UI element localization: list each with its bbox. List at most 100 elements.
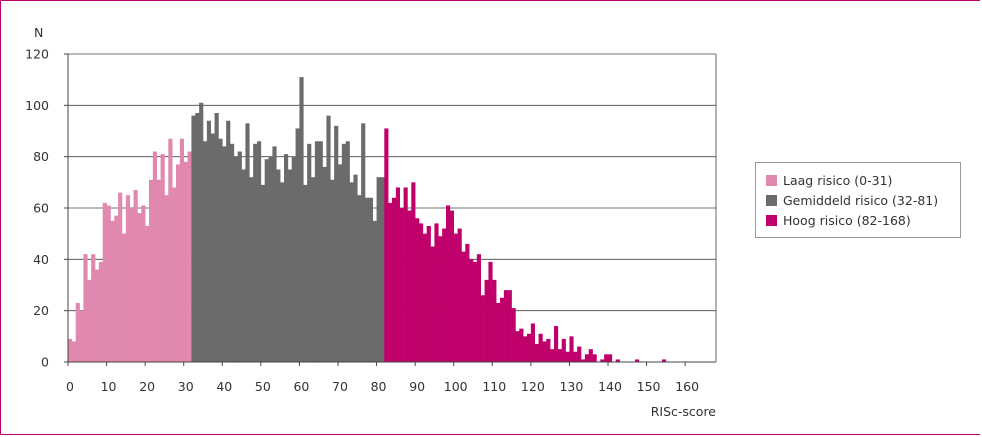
x-tick-label: 140	[598, 379, 622, 394]
bar-76	[361, 123, 366, 362]
bar-70	[338, 164, 343, 362]
bar-126	[554, 326, 559, 362]
bar-109	[488, 261, 493, 362]
y-tick-labels: 0 20 40 60 80 100 120	[25, 47, 49, 370]
bar-37	[210, 133, 215, 362]
bar-34	[199, 102, 204, 363]
bar-71	[341, 143, 347, 362]
bar-64	[314, 141, 320, 362]
bar-136	[592, 354, 597, 362]
axes	[64, 53, 717, 366]
x-tick-label: 20	[139, 379, 155, 394]
legend-label-laag: Laag risico (0-31)	[783, 172, 893, 188]
bar-39	[218, 138, 223, 362]
bar-112	[500, 297, 505, 362]
bar-89	[411, 182, 416, 362]
x-tick-label: 80	[371, 379, 387, 394]
bar-91	[419, 223, 424, 362]
bar-2	[75, 302, 80, 362]
y-tick-label: 100	[25, 98, 49, 113]
bar-57	[287, 169, 293, 362]
bar-43	[233, 156, 239, 362]
bar-15	[125, 195, 131, 362]
y-tick-label: 80	[33, 149, 49, 164]
bar-133	[581, 359, 586, 362]
legend-label-gemiddeld: Gemiddeld risico (32-81)	[783, 192, 939, 208]
bar-48	[253, 143, 258, 362]
bar-113	[503, 290, 509, 362]
bar-110	[492, 279, 497, 362]
bar-116	[515, 331, 520, 362]
bar-92	[422, 233, 428, 362]
bar-85	[395, 187, 401, 362]
y-tick-label: 40	[33, 252, 49, 267]
bar-46	[245, 123, 250, 362]
bar-58	[291, 156, 296, 362]
bar-53	[272, 146, 277, 362]
bar-134	[584, 354, 590, 362]
bar-107	[480, 295, 485, 362]
bar-100	[453, 233, 458, 362]
legend-item-hoog: Hoog risico (82-168)	[766, 210, 960, 230]
bar-9	[102, 202, 107, 362]
bar-56	[284, 154, 289, 362]
x-tick-label: 150	[637, 379, 661, 394]
bar-10	[106, 205, 111, 362]
bar-147	[635, 359, 640, 362]
bar-79	[372, 220, 377, 362]
bar-61	[303, 184, 308, 362]
bar-7	[95, 269, 100, 362]
x-tick-label: 120	[521, 379, 545, 394]
bar-49	[257, 141, 262, 362]
bar-102	[461, 251, 466, 362]
y-axis-label: N	[34, 25, 43, 40]
bar-47	[249, 177, 254, 362]
bar-52	[268, 156, 273, 362]
x-tick-label: 130	[559, 379, 583, 394]
bar-120	[530, 323, 536, 362]
bar-66	[322, 166, 327, 362]
bar-35	[203, 141, 208, 362]
bar-25	[164, 195, 169, 362]
bar-22	[152, 151, 158, 362]
bar-31	[187, 151, 192, 362]
x-tick-label: 0	[66, 379, 74, 394]
bar-142	[615, 359, 620, 362]
bar-97	[442, 228, 447, 362]
bar-140	[608, 354, 613, 362]
bar-29	[179, 138, 185, 362]
x-tick-label: 110	[482, 379, 506, 394]
bar-93	[426, 225, 431, 362]
y-tick-label: 120	[25, 47, 49, 62]
y-tick-label: 0	[41, 355, 49, 370]
legend-swatch-hoog	[766, 214, 777, 226]
bar-82	[384, 128, 389, 362]
bar-50	[260, 184, 266, 362]
legend-label-hoog: Hoog risico (82-168)	[783, 212, 911, 228]
bar-3	[79, 310, 84, 362]
bar-27	[172, 187, 177, 362]
bar-40	[222, 146, 227, 362]
bar-124	[546, 338, 551, 362]
bar-95	[434, 223, 439, 362]
bar-18	[137, 213, 142, 362]
bar-8	[98, 261, 104, 362]
bar-86	[399, 208, 404, 362]
bar-11	[110, 220, 115, 362]
x-tick-label: 90	[409, 379, 425, 394]
bar-78	[368, 197, 374, 362]
bar-87	[403, 187, 408, 362]
bar-90	[415, 218, 420, 362]
bar-115	[511, 308, 516, 362]
x-axis-label: RISc-score	[651, 404, 717, 419]
bar-73	[349, 182, 354, 362]
bar-154	[662, 359, 667, 362]
bar-5	[87, 279, 92, 362]
bar-51	[264, 159, 269, 362]
bar-69	[334, 125, 339, 362]
x-tick-label: 160	[675, 379, 699, 394]
bar-55	[280, 182, 285, 362]
bar-80	[376, 177, 381, 362]
bar-84	[392, 197, 397, 362]
